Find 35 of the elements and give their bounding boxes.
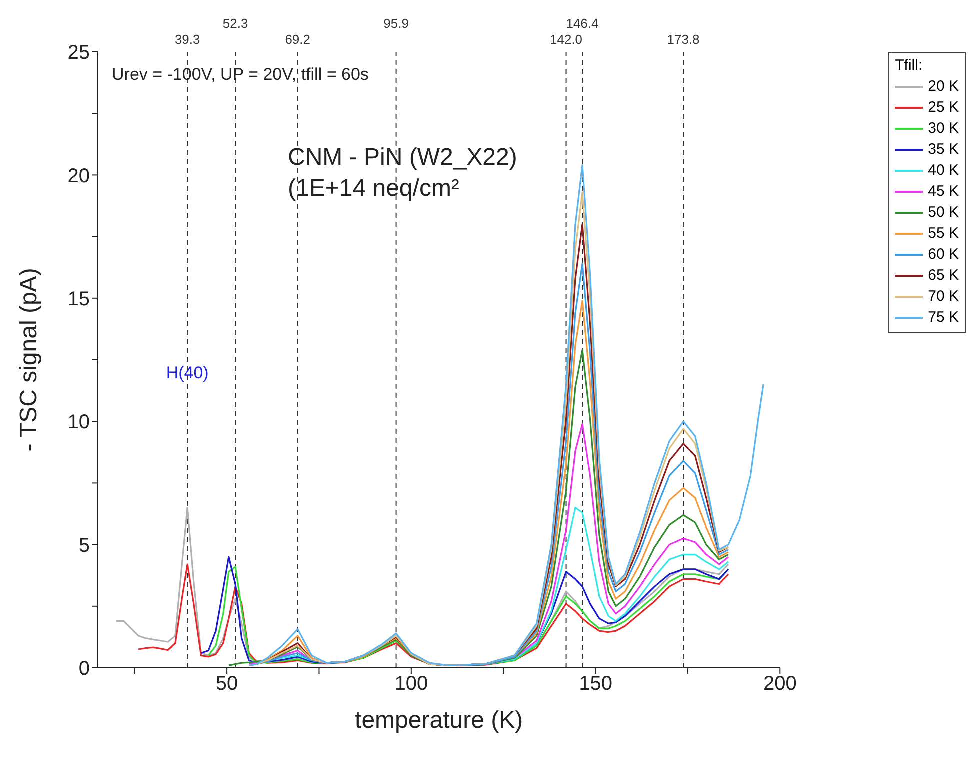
x-tick-label: 50	[216, 673, 238, 696]
y-tick-label: 20	[68, 165, 90, 188]
legend-label: 55 K	[928, 225, 959, 242]
legend-label: 60 K	[928, 246, 959, 263]
ref-line-label: 146.4	[566, 16, 599, 31]
ref-line-label: 39.3	[174, 32, 200, 47]
legend-label: 65 K	[928, 267, 959, 284]
annotation: Urev = -100V, UP = 20V, tfill = 60s	[112, 64, 369, 86]
y-tick-label: 0	[78, 658, 90, 680]
y-tick-label: 5	[78, 534, 90, 557]
legend-label: 45 K	[928, 183, 959, 200]
x-tick-label: 200	[763, 673, 797, 696]
y-tick-label: 15	[68, 288, 90, 310]
x-tick-label: 100	[394, 673, 428, 696]
legend-label: 40 K	[928, 162, 959, 179]
y-tick-label: 25	[68, 42, 90, 64]
legend-label: 30 K	[928, 120, 959, 137]
x-tick-label: 150	[579, 673, 612, 696]
y-tick-label: 10	[68, 412, 90, 434]
legend-label: 70 K	[928, 288, 959, 305]
legend-title: Tfill:	[895, 57, 924, 74]
legend-label: 75 K	[928, 309, 959, 326]
ref-line-label: 69.2	[285, 32, 311, 47]
legend-label: 25 K	[928, 99, 959, 116]
annotation: H(40)	[166, 363, 209, 382]
y-axis-title: - TSC signal (pA)	[16, 268, 43, 452]
x-axis-title: temperature (K)	[355, 707, 524, 734]
ref-line-label: 95.9	[384, 16, 409, 31]
legend-label: 50 K	[928, 204, 959, 221]
ref-line-label: 142.0	[550, 32, 583, 47]
annotation: CNM - PiN (W2_X22) (1E+14 neq/cm²	[288, 143, 518, 204]
ref-line-label: 173.8	[667, 32, 700, 47]
legend-label: 35 K	[928, 141, 959, 158]
legend-label: 20 K	[928, 78, 959, 95]
ref-line-label: 52.3	[222, 16, 248, 31]
